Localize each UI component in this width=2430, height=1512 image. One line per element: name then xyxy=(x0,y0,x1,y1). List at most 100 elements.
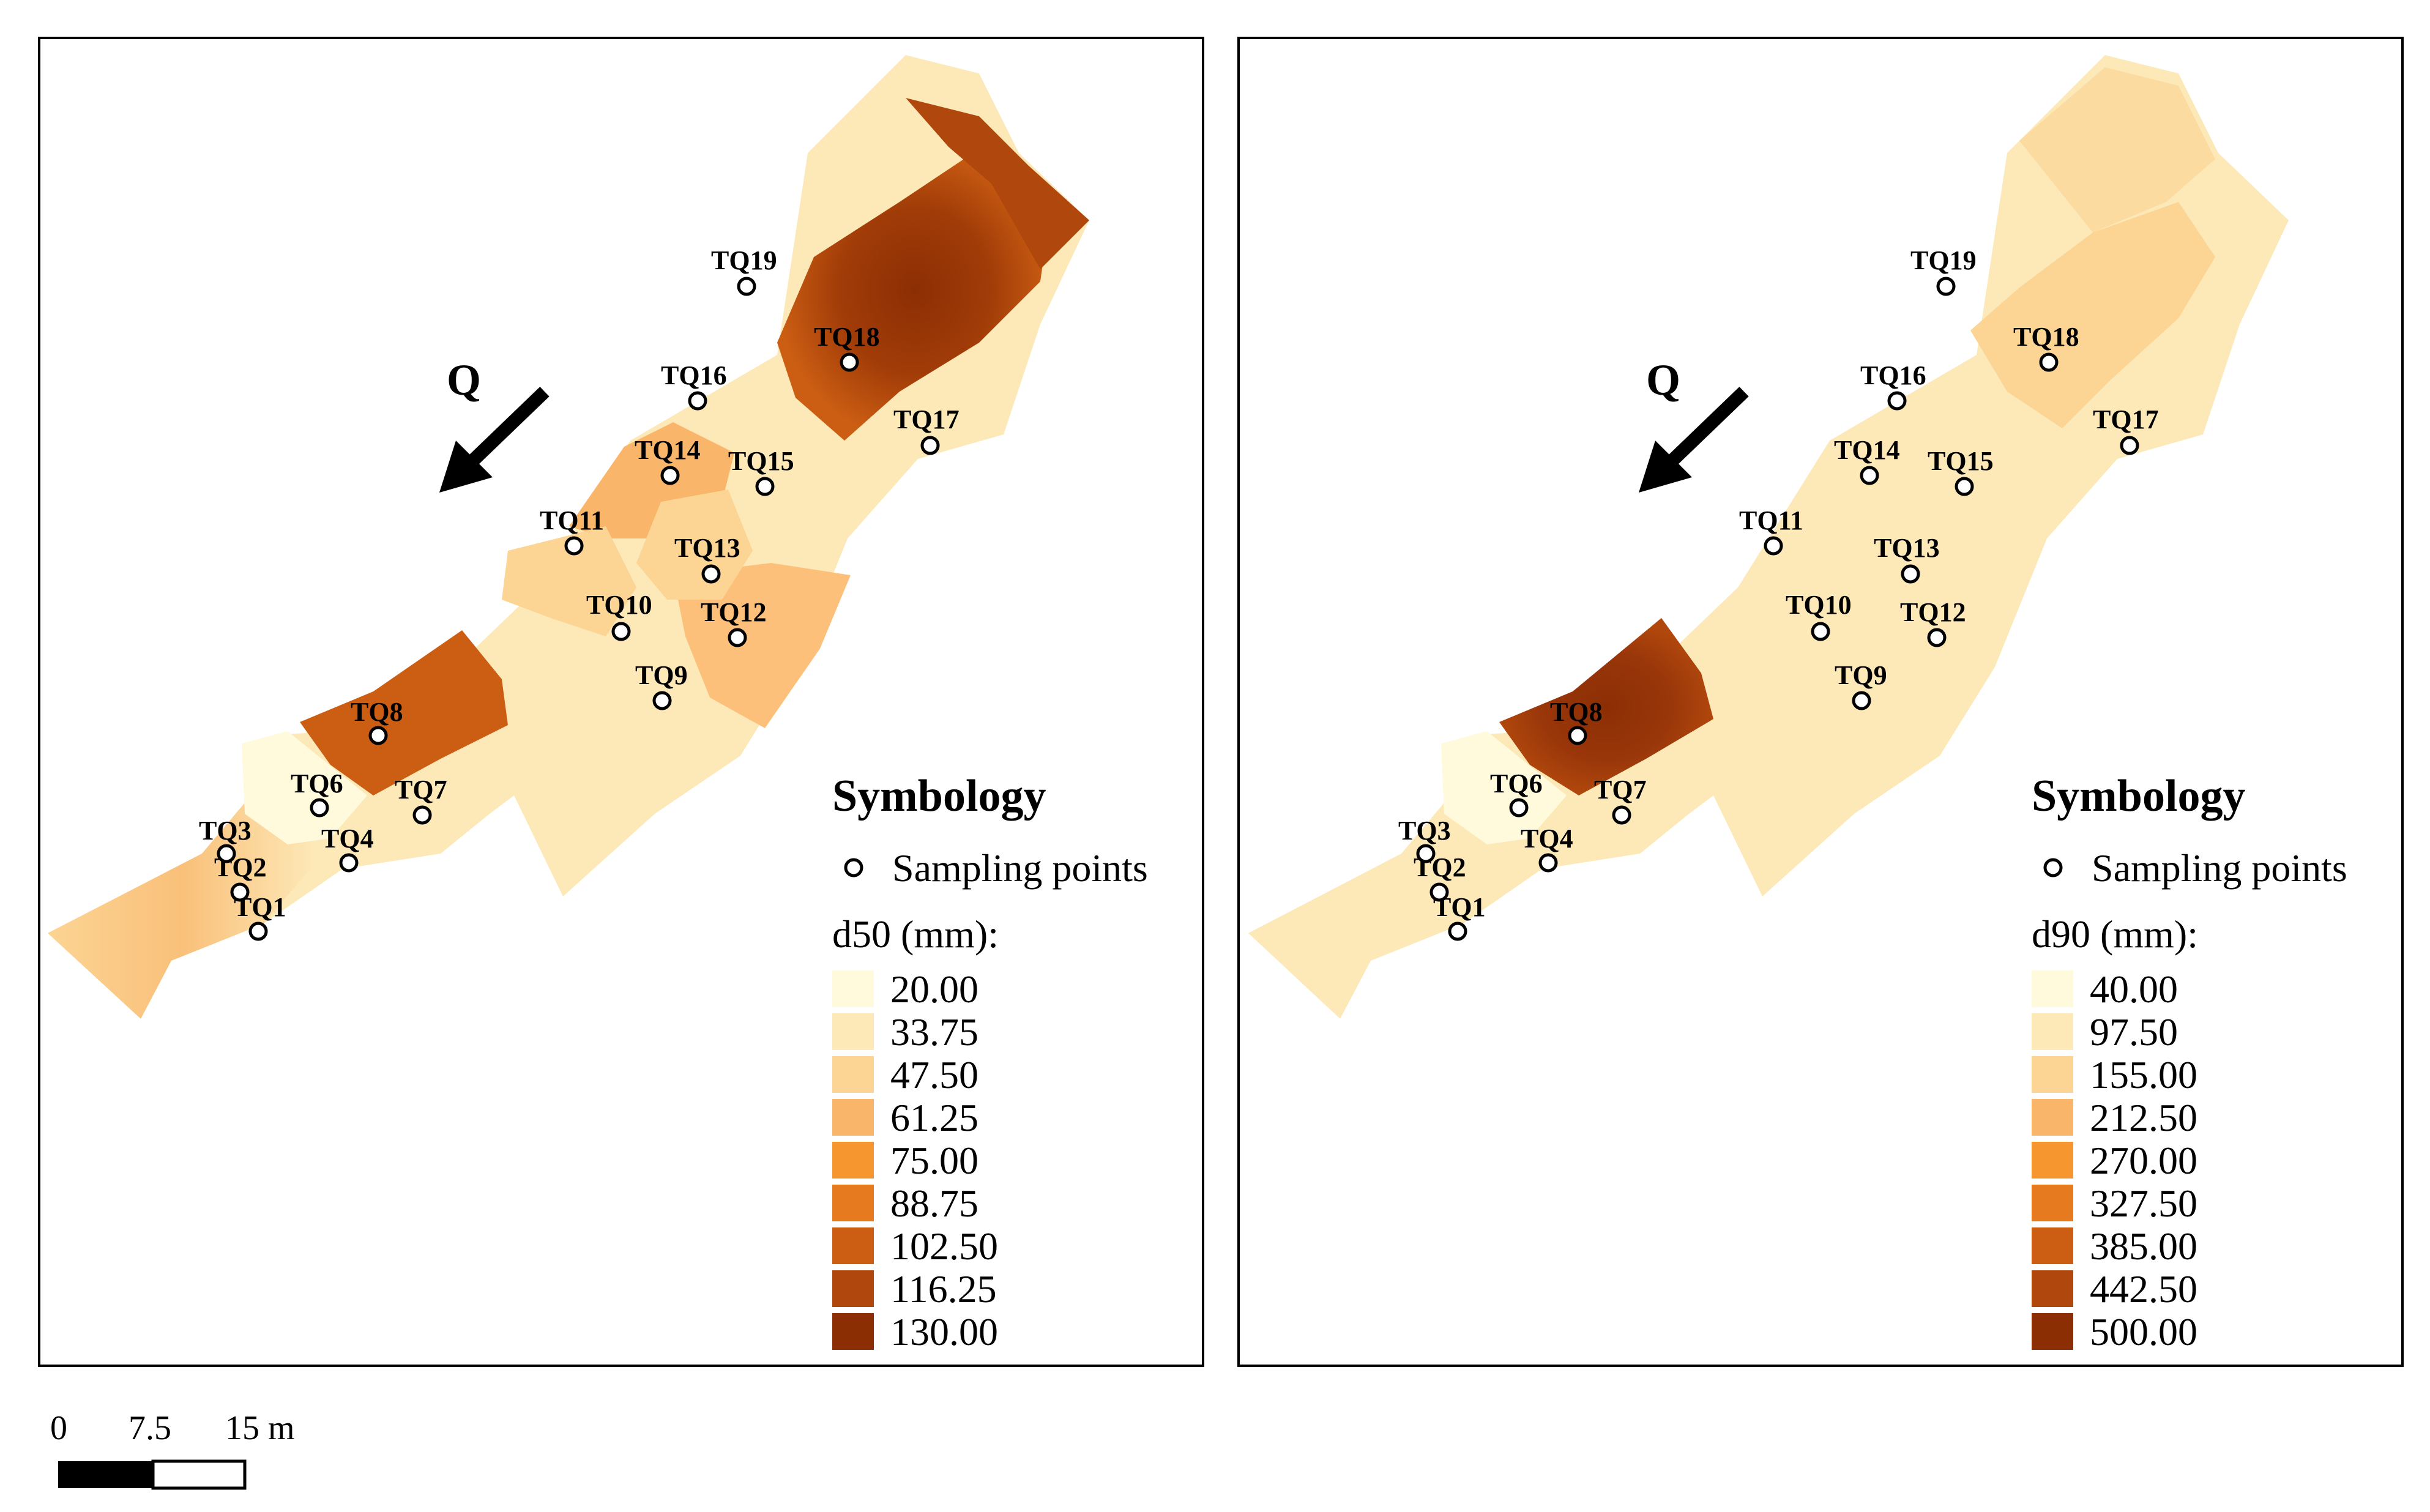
legend-swatch xyxy=(2032,1227,2073,1264)
scale-bar: 0 7.5 15 m xyxy=(50,1409,295,1490)
legend-class-label: 61.25 xyxy=(890,1096,978,1139)
flow-label: Q xyxy=(447,356,481,404)
sampling-point: TQ12 xyxy=(1900,597,1966,647)
zone-tq18 xyxy=(1970,202,2215,428)
svg-text:TQ3: TQ3 xyxy=(1398,816,1451,846)
sampling-points: TQ1 TQ2 TQ3 TQ4 TQ6 TQ7 TQ8 TQ9 TQ10 TQ1… xyxy=(1398,245,2159,941)
svg-text:TQ11: TQ11 xyxy=(540,505,604,535)
sampling-point: TQ15 xyxy=(728,446,794,496)
sampling-point: TQ13 xyxy=(674,533,740,584)
sampling-point: TQ9 xyxy=(1835,660,1887,710)
scale-label: 15 m xyxy=(225,1409,295,1447)
legend-swatch xyxy=(2032,1142,2073,1179)
svg-text:TQ16: TQ16 xyxy=(661,360,727,390)
legend-swatch xyxy=(832,1313,874,1350)
sampling-point: TQ17 xyxy=(2093,404,2159,455)
legend-swatch xyxy=(2032,1099,2073,1136)
legend-d90: Symbology Sampling points d90 (mm): 40.0… xyxy=(2032,771,2347,1354)
svg-text:TQ15: TQ15 xyxy=(1928,446,1994,476)
svg-text:TQ19: TQ19 xyxy=(711,245,777,275)
legend-class-label: 40.00 xyxy=(2090,967,2178,1011)
sampling-point: TQ8 xyxy=(351,697,403,745)
legend-title: Symbology xyxy=(832,771,1046,821)
zone-tq6 xyxy=(1441,731,1567,844)
svg-text:TQ10: TQ10 xyxy=(1786,590,1852,620)
legend-class-label: 130.00 xyxy=(890,1310,998,1354)
legend-swatch xyxy=(832,1099,874,1136)
legend-swatch xyxy=(832,1056,874,1093)
sampling-point: TQ10 xyxy=(586,590,652,641)
svg-text:TQ10: TQ10 xyxy=(586,590,652,620)
sampling-point: TQ14 xyxy=(1834,435,1900,485)
legend-class-label: 155.00 xyxy=(2090,1053,2197,1097)
zone-tq13 xyxy=(636,490,753,600)
zone-ne-tip xyxy=(906,98,1089,269)
sampling-point: TQ9 xyxy=(635,660,688,710)
legend-class-label: 20.00 xyxy=(890,967,978,1011)
svg-text:TQ12: TQ12 xyxy=(1900,597,1966,627)
scale-segment-white xyxy=(151,1459,247,1490)
legend-class-label: 385.00 xyxy=(2090,1224,2197,1268)
legend-swatch xyxy=(2032,970,2073,1007)
legend-title: Symbology xyxy=(2032,771,2246,821)
legend-swatch xyxy=(832,1185,874,1221)
sampling-point: TQ7 xyxy=(395,775,447,825)
svg-text:TQ3: TQ3 xyxy=(199,816,252,846)
zone-tq11 xyxy=(502,526,636,636)
legend-points-label: Sampling points xyxy=(892,846,1148,890)
sampling-point: TQ12 xyxy=(701,597,767,647)
sampling-point-legend-icon xyxy=(844,858,863,877)
flow-label: Q xyxy=(1646,356,1680,404)
sampling-point: TQ18 xyxy=(2013,322,2079,372)
sampling-point: TQ19 xyxy=(711,245,777,296)
sampling-point: TQ6 xyxy=(291,769,343,817)
sampling-point: TQ16 xyxy=(661,360,727,411)
sampling-points: TQ1 TQ2 TQ3 TQ4 TQ6 TQ7 TQ8 TQ9 TQ10 TQ1… xyxy=(199,245,960,941)
svg-text:TQ11: TQ11 xyxy=(1739,505,1803,535)
flow-arrow-icon xyxy=(1639,387,1749,493)
legend-points-label: Sampling points xyxy=(2092,846,2347,890)
sampling-point: TQ14 xyxy=(635,435,701,485)
sampling-point: TQ7 xyxy=(1594,775,1647,825)
zone-sw xyxy=(48,795,318,1019)
svg-text:TQ6: TQ6 xyxy=(291,769,343,799)
legend-swatch xyxy=(2032,1313,2073,1350)
legend-swatch xyxy=(2032,1056,2073,1093)
scale-segment-black xyxy=(58,1461,153,1488)
svg-text:TQ13: TQ13 xyxy=(674,533,740,563)
sampling-point: TQ10 xyxy=(1786,590,1852,641)
scale-label: 7.5 xyxy=(129,1409,171,1447)
legend-class-label: 47.50 xyxy=(890,1053,978,1097)
sampling-point: TQ3 xyxy=(1398,816,1451,863)
legend-variable-label: d50 (mm): xyxy=(832,912,999,956)
flow-arrow-icon xyxy=(439,387,550,493)
legend-swatch xyxy=(832,1227,874,1264)
zone-tq8 xyxy=(1499,618,1713,795)
legend-swatch xyxy=(832,970,874,1007)
legend-swatch xyxy=(2032,1270,2073,1307)
svg-text:TQ6: TQ6 xyxy=(1490,769,1543,799)
sampling-point: TQ4 xyxy=(321,824,374,873)
legend-class-label: 500.00 xyxy=(2090,1310,2197,1354)
svg-text:TQ8: TQ8 xyxy=(351,697,403,727)
legend-class-label: 75.00 xyxy=(890,1139,978,1182)
legend-class-label: 88.75 xyxy=(890,1182,978,1225)
scale-label: 0 xyxy=(50,1409,67,1447)
svg-text:TQ17: TQ17 xyxy=(2093,404,2159,434)
svg-text:TQ15: TQ15 xyxy=(728,446,794,476)
sampling-point: TQ11 xyxy=(1739,505,1803,556)
legend-class-label: 97.50 xyxy=(2090,1010,2178,1054)
svg-text:TQ7: TQ7 xyxy=(1594,775,1647,805)
svg-text:TQ9: TQ9 xyxy=(1835,660,1887,690)
svg-text:TQ14: TQ14 xyxy=(1834,435,1900,465)
legend-swatch xyxy=(2032,1013,2073,1050)
legend-swatch xyxy=(832,1270,874,1307)
sampling-point: TQ17 xyxy=(893,404,960,455)
zone-tq8 xyxy=(300,630,508,795)
sampling-point: TQ2 xyxy=(214,852,267,902)
sampling-point: TQ15 xyxy=(1928,446,1994,496)
map-panel-d90: Q TQ1 TQ2 TQ3 TQ4 TQ6 TQ7 TQ8 TQ9 TQ10 T… xyxy=(1237,37,2404,1367)
zone-ne xyxy=(2019,67,2215,233)
sampling-point: TQ6 xyxy=(1490,769,1543,817)
svg-text:TQ7: TQ7 xyxy=(395,775,447,805)
